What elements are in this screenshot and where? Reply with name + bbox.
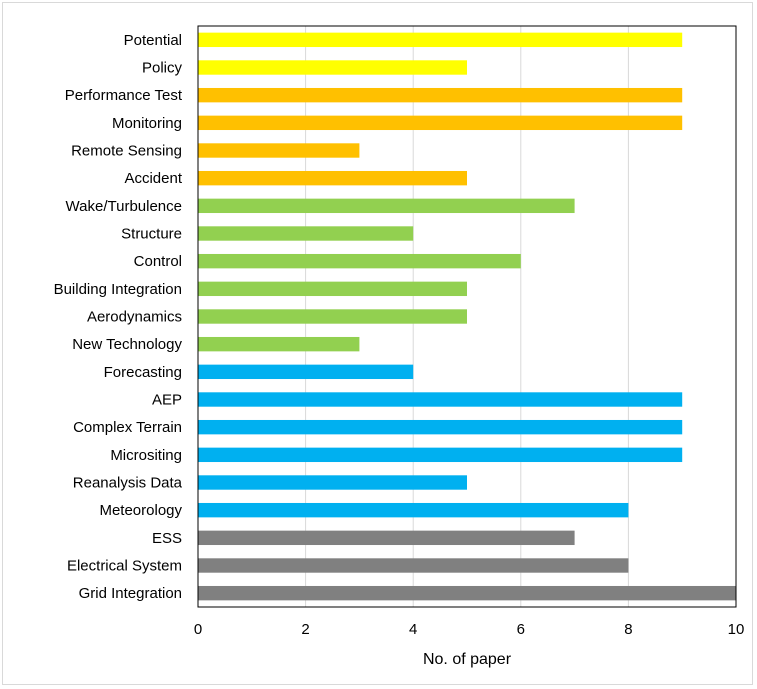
bar [198,32,683,48]
category-label: Control [134,253,182,270]
category-label: Potential [124,32,182,49]
x-tick-labels: 0 2 4 6 8 10 [194,621,745,638]
x-tick-label: 6 [517,621,525,638]
category-label: ESS [152,530,182,547]
x-tick-label: 0 [194,621,202,638]
category-label: AEP [152,392,182,409]
category-label: Reanalysis Data [73,475,183,492]
x-tick-label: 8 [624,621,632,638]
category-label: Forecasting [104,364,182,381]
bar [198,336,360,352]
x-tick-label: 10 [728,621,745,638]
bar [198,392,683,407]
bar [198,309,467,324]
category-label: Grid Integration [79,585,182,602]
category-label: New Technology [72,336,182,353]
bar [198,115,683,131]
bar [198,558,629,573]
category-labels: Potential Policy Performance Test Monitorin… [54,32,183,602]
category-label: Remote Sensing [71,143,182,160]
bar [198,585,736,601]
bar [198,143,360,158]
category-label: Policy [142,60,183,77]
x-tick-label: 2 [301,621,309,638]
category-label: Meteorology [99,502,182,519]
bar [198,419,683,435]
category-label: Micrositing [110,447,182,464]
plot-area-border [197,25,737,608]
bar [198,87,683,103]
category-label: Structure [121,226,182,243]
bar [198,475,467,490]
category-label: Aerodynamics [87,309,182,326]
category-label: Performance Test [65,87,183,104]
bar [198,60,467,75]
category-label: Accident [124,170,182,187]
category-label: Electrical System [67,558,182,575]
category-label: Monitoring [112,115,182,132]
bar [198,281,467,297]
bar [198,447,683,463]
bar [198,198,575,214]
bar [198,170,467,186]
bar [198,530,575,546]
bar [198,364,414,380]
bars [198,32,736,601]
x-tick-label: 4 [409,621,417,638]
x-axis-title: No. of paper [423,651,512,668]
category-label: Complex Terrain [73,419,182,436]
bar [198,502,629,518]
bar [198,226,414,241]
category-label: Wake/Turbulence [66,198,182,215]
bar [198,253,521,269]
category-label: Building Integration [54,281,182,298]
